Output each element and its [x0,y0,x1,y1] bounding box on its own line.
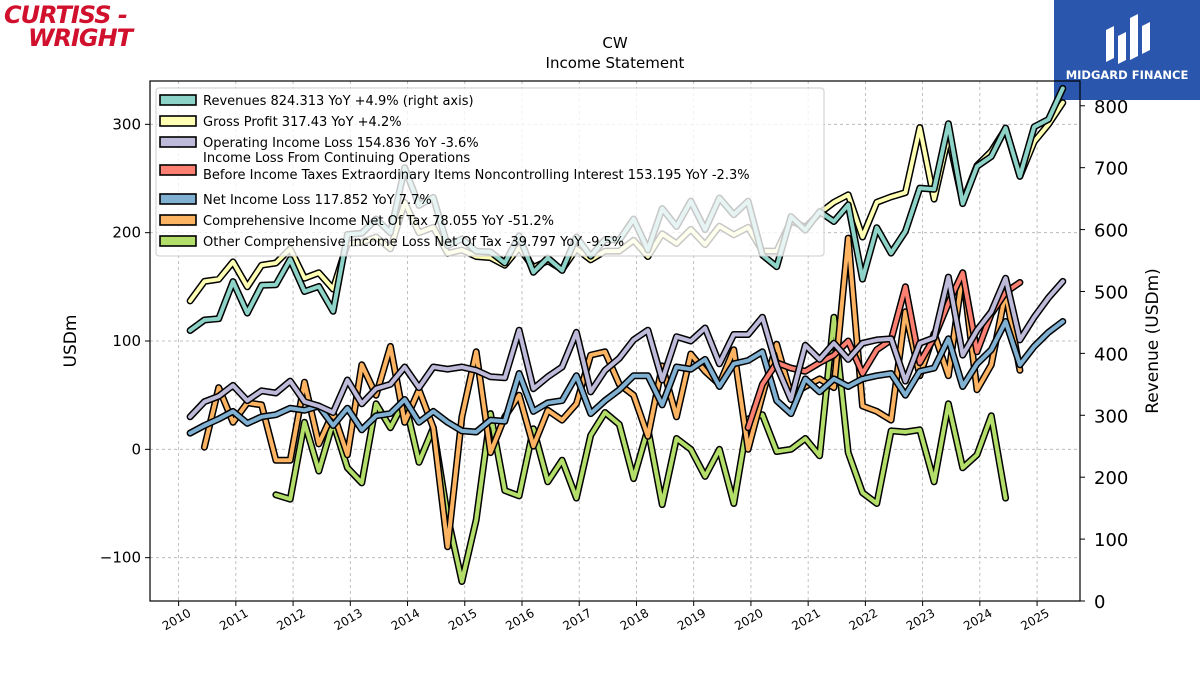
legend-label: Gross Profit 317.43 YoY +4.2% [203,115,402,130]
legend-swatch [159,94,197,106]
legend-label: Operating Income Loss 154.836 YoY -3.6% [203,136,479,151]
legend-entry: Other Comprehensive Income Loss Net Of T… [159,235,624,250]
chart-title: CW [602,34,627,52]
legend-swatch [159,214,197,226]
y-tick-label-left: 0 [131,440,141,458]
legend-swatch [159,235,197,247]
x-tick-label: 2022 [847,606,880,633]
legend-swatch [159,115,197,127]
series-line [188,319,1065,436]
legend-label: Revenues 824.313 YoY +4.9% (right axis) [203,94,474,109]
series-line [273,315,1008,584]
x-tick-label: 2023 [904,606,937,633]
series-4 [186,318,1067,437]
legend: Revenues 824.313 YoY +4.9% (right axis) G… [155,87,825,257]
x-tick-label: 2011 [217,606,250,633]
legend-label-line2: Before Income Taxes Extraordinary Items … [203,168,750,183]
series-layer [186,84,1067,585]
x-tick-label: 2021 [789,606,822,633]
x-tick-label: 2019 [675,606,708,633]
x-tick-label: 2020 [732,606,765,633]
legend-box [155,87,825,257]
y-tick-label-right: 100 [1094,530,1128,551]
chart-subtitle: Income Statement [546,54,685,72]
x-tick-label: 2017 [561,606,594,633]
legend-entry: Net Income Loss 117.852 YoY 7.7% [159,193,432,208]
logo-line-2: WRIGHT [28,24,133,52]
series-line [188,275,1065,419]
legend-swatch [159,193,197,205]
y-tick-label-right: 300 [1094,406,1128,427]
y-tick-label-left: −100 [100,549,141,567]
legend-entry: Comprehensive Income Net Of Tax 78.055 Y… [159,214,554,229]
legend-swatch [159,136,197,148]
series-6 [272,313,1010,585]
midgard-finance-logo: MIDGARD FINANCE [1054,0,1200,100]
y-tick-label-right: 200 [1094,468,1128,489]
series-line [746,270,1022,430]
legend-label-line1: Income Loss From Continuing Operations [203,151,470,166]
y-tick-label-right: 800 [1094,97,1128,118]
series-2 [186,273,1067,421]
legend-entry: Gross Profit 317.43 YoY +4.2% [159,115,402,130]
legend-entry: Revenues 824.313 YoY +4.9% (right axis) [159,94,474,109]
x-tick-label: 2010 [160,606,193,633]
y-tick-label-right: 500 [1094,282,1128,303]
legend-label: Comprehensive Income Net Of Tax 78.055 Y… [203,214,554,229]
x-tick-label: 2012 [274,606,307,633]
y-tick-label-left: 200 [112,224,141,242]
x-tick-label: 2025 [1018,606,1051,633]
curtiss-wright-logo: CURTISS - WRIGHT [4,3,160,50]
x-tick-label: 2015 [446,606,479,633]
y-tick-label-right: 700 [1094,159,1128,180]
y-axis-label-right: Revenue (USDm) [1143,268,1163,414]
x-tick-label: 2016 [503,606,536,633]
y-tick-label-left: 100 [112,332,141,350]
y-axis-label-left: USDm [61,315,81,368]
y-tick-label-left: 300 [112,115,141,133]
series-3 [744,269,1024,432]
midgard-emblem-icon [1106,14,1150,64]
midgard-finance-text: MIDGARD FINANCE [1065,68,1189,82]
x-tick-label: 2024 [961,606,994,633]
legend-swatch [159,164,197,176]
legend-label: Net Income Loss 117.852 YoY 7.7% [203,193,432,208]
legend-entry: Income Loss From Continuing Operations Be… [159,151,750,183]
legend-entry: Operating Income Loss 154.836 YoY -3.6% [159,136,479,151]
logo-line-1: CURTISS - [4,1,128,29]
y-tick-label-right: 400 [1094,344,1128,365]
x-tick-label: 2018 [618,606,651,633]
y-tick-label-right: 0 [1094,592,1105,613]
y-tick-label-right: 600 [1094,221,1128,242]
x-tick-label: 2013 [332,606,365,633]
x-tick-label: 2014 [389,606,422,633]
legend-items: Revenues 824.313 YoY +4.9% (right axis) G… [159,94,750,250]
legend-label: Other Comprehensive Income Loss Net Of T… [203,235,624,250]
